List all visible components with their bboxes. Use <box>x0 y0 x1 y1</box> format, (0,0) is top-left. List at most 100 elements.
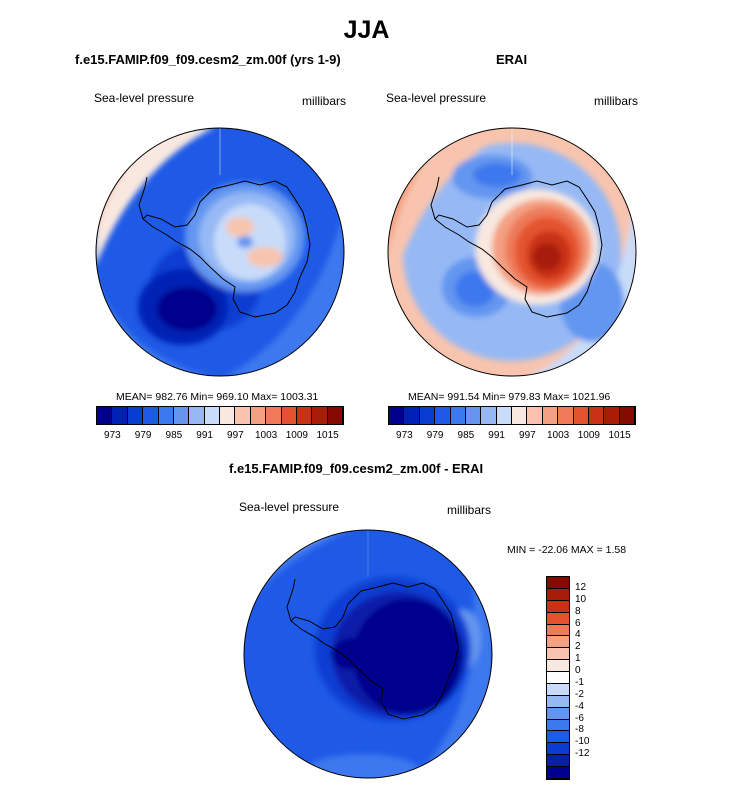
diff-stats: MIN = -22.06 MAX = 1.58 <box>507 544 627 556</box>
obs-colorbar-swatch <box>419 407 436 424</box>
diff-colorbar-swatch <box>547 719 569 732</box>
model-panel-title: f.e15.FAMIP.f09_f09.cesm2_zm.00f (yrs 1-… <box>75 52 341 67</box>
model-colorbar-swatch <box>143 407 159 424</box>
obs-variable-label: Sea-level pressure <box>386 91 487 105</box>
diff-colorbar-swatch <box>547 577 569 589</box>
model-polar-map <box>95 127 345 377</box>
obs-colorbar-tick-label: 979 <box>426 430 444 441</box>
model-colorbar-swatch <box>266 407 282 424</box>
figure-title: JJA <box>343 16 390 44</box>
model-colorbar-ticks: 973 979 985 991 997 1003 1009 1015 <box>96 430 344 444</box>
diff-colorbar-tick-label: 12 <box>575 581 587 593</box>
model-colorbar-swatch <box>312 407 328 424</box>
diff-colorbar-tick-label: 6 <box>575 617 581 629</box>
model-colorbar-tick-label: 997 <box>227 430 244 441</box>
diff-colorbar-tick-label: 1 <box>575 653 581 665</box>
obs-colorbar <box>388 406 636 425</box>
diff-colorbar-swatch <box>547 660 569 673</box>
obs-colorbar-swatch <box>389 407 405 424</box>
obs-colorbar-swatch <box>435 407 451 424</box>
antarctica-coastline <box>142 180 311 318</box>
diff-units-label: millibars <box>447 503 492 517</box>
model-colorbar-swatch <box>112 407 128 424</box>
diff-colorbar-swatch <box>547 636 569 649</box>
model-colorbar-swatch <box>97 407 113 424</box>
model-colorbar-tick-label: 985 <box>165 430 183 441</box>
model-colorbar-swatch <box>189 407 205 424</box>
diff-colorbar-swatch <box>547 731 569 744</box>
diff-polar-map <box>243 529 493 779</box>
diff-colorbar-tick-label: -4 <box>575 700 584 712</box>
diff-colorbar-tick-label: -12 <box>575 748 590 760</box>
obs-colorbar-swatch <box>542 407 559 424</box>
obs-colorbar-ticks: 973 979 985 991 997 1003 1009 1015 <box>388 430 636 444</box>
obs-colorbar-tick-label: 985 <box>457 430 475 441</box>
model-colorbar-swatch <box>173 407 190 424</box>
obs-colorbar-tick-label: 973 <box>396 430 413 441</box>
diff-colorbar-swatch <box>547 707 569 720</box>
diff-colorbar <box>546 576 570 780</box>
diff-colorbar-tick-label: -2 <box>575 688 584 700</box>
diff-colorbar-swatch <box>547 695 569 708</box>
diff-colorbar-ticks: 12 10 8 6 4 2 1 0 -1 -2 -4 -6 -8 -10 -12 <box>575 576 615 780</box>
model-colorbar-swatch <box>250 407 267 424</box>
obs-colorbar-swatch <box>573 407 589 424</box>
obs-units-label: millibars <box>594 94 639 108</box>
diff-colorbar-tick-label: -6 <box>575 712 584 724</box>
diff-colorbar-tick-label: 0 <box>575 665 581 677</box>
model-variable-label: Sea-level pressure <box>94 91 195 105</box>
obs-colorbar-swatch <box>512 407 528 424</box>
model-colorbar-tick-label: 1009 <box>285 430 308 441</box>
model-colorbar-swatch <box>158 407 174 424</box>
model-colorbar-tick-label: 1003 <box>255 430 278 441</box>
obs-colorbar-tick-label: 997 <box>519 430 536 441</box>
obs-colorbar-swatch <box>496 407 512 424</box>
model-stats: MEAN= 982.76 Min= 969.10 Max= 1003.31 <box>116 391 319 403</box>
obs-colorbar-swatch <box>619 407 635 424</box>
obs-colorbar-swatch <box>558 407 574 424</box>
diff-colorbar-swatch <box>547 743 569 756</box>
model-colorbar-tick-label: 1015 <box>316 430 339 441</box>
diff-colorbar-tick-label: 2 <box>575 641 581 653</box>
obs-stats: MEAN= 991.54 Min= 979.83 Max= 1021.96 <box>408 391 611 403</box>
diff-colorbar-tick-label: 4 <box>575 629 581 641</box>
obs-colorbar-tick-label: 1003 <box>547 430 570 441</box>
obs-colorbar-swatch <box>588 407 605 424</box>
diff-colorbar-tick-label: -1 <box>575 676 584 688</box>
diff-colorbar-tick-label: -10 <box>575 736 590 748</box>
obs-colorbar-swatch <box>604 407 620 424</box>
obs-panel-title: ERAI <box>496 52 528 67</box>
model-colorbar-swatch <box>296 407 313 424</box>
model-colorbar-swatch <box>235 407 251 424</box>
diff-variable-label: Sea-level pressure <box>239 500 340 514</box>
model-colorbar-swatch <box>220 407 236 424</box>
diff-colorbar-swatch <box>547 588 569 601</box>
obs-colorbar-tick-label: 1009 <box>577 430 600 441</box>
model-units-label: millibars <box>302 94 347 108</box>
obs-colorbar-swatch <box>481 407 497 424</box>
obs-polar-map <box>387 127 637 377</box>
diff-panel-title: f.e15.FAMIP.f09_f09.cesm2_zm.00f - ERAI <box>229 461 484 476</box>
obs-colorbar-tick-label: 991 <box>488 430 505 441</box>
model-colorbar-swatch <box>281 407 297 424</box>
obs-colorbar-swatch <box>404 407 420 424</box>
obs-colorbar-swatch <box>527 407 543 424</box>
model-colorbar-swatch <box>204 407 220 424</box>
obs-colorbar-swatch <box>465 407 482 424</box>
diff-colorbar-swatch <box>547 755 569 768</box>
model-colorbar-tick-label: 979 <box>134 430 152 441</box>
obs-colorbar-swatch <box>450 407 466 424</box>
model-colorbar-swatch <box>127 407 144 424</box>
diff-colorbar-swatch <box>547 600 569 613</box>
model-colorbar-tick-label: 991 <box>196 430 213 441</box>
diff-colorbar-swatch <box>547 624 569 637</box>
model-colorbar <box>96 406 344 425</box>
obs-colorbar-tick-label: 1015 <box>608 430 631 441</box>
diff-colorbar-tick-label: 8 <box>575 605 581 617</box>
diff-colorbar-swatch <box>547 648 569 661</box>
diff-colorbar-tick-label: 10 <box>575 593 587 605</box>
diff-colorbar-swatch <box>547 612 569 625</box>
diff-colorbar-swatch <box>547 672 569 684</box>
model-colorbar-swatch <box>327 407 343 424</box>
diff-colorbar-swatch <box>547 767 569 779</box>
